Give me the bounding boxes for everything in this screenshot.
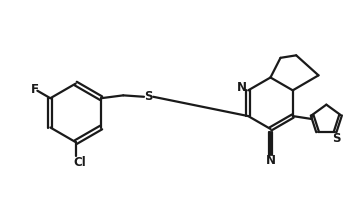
Text: Cl: Cl [73, 156, 86, 169]
Text: S: S [144, 90, 153, 103]
Text: F: F [31, 83, 39, 96]
Text: N: N [266, 154, 276, 167]
Text: S: S [332, 132, 341, 145]
Text: N: N [237, 81, 247, 94]
